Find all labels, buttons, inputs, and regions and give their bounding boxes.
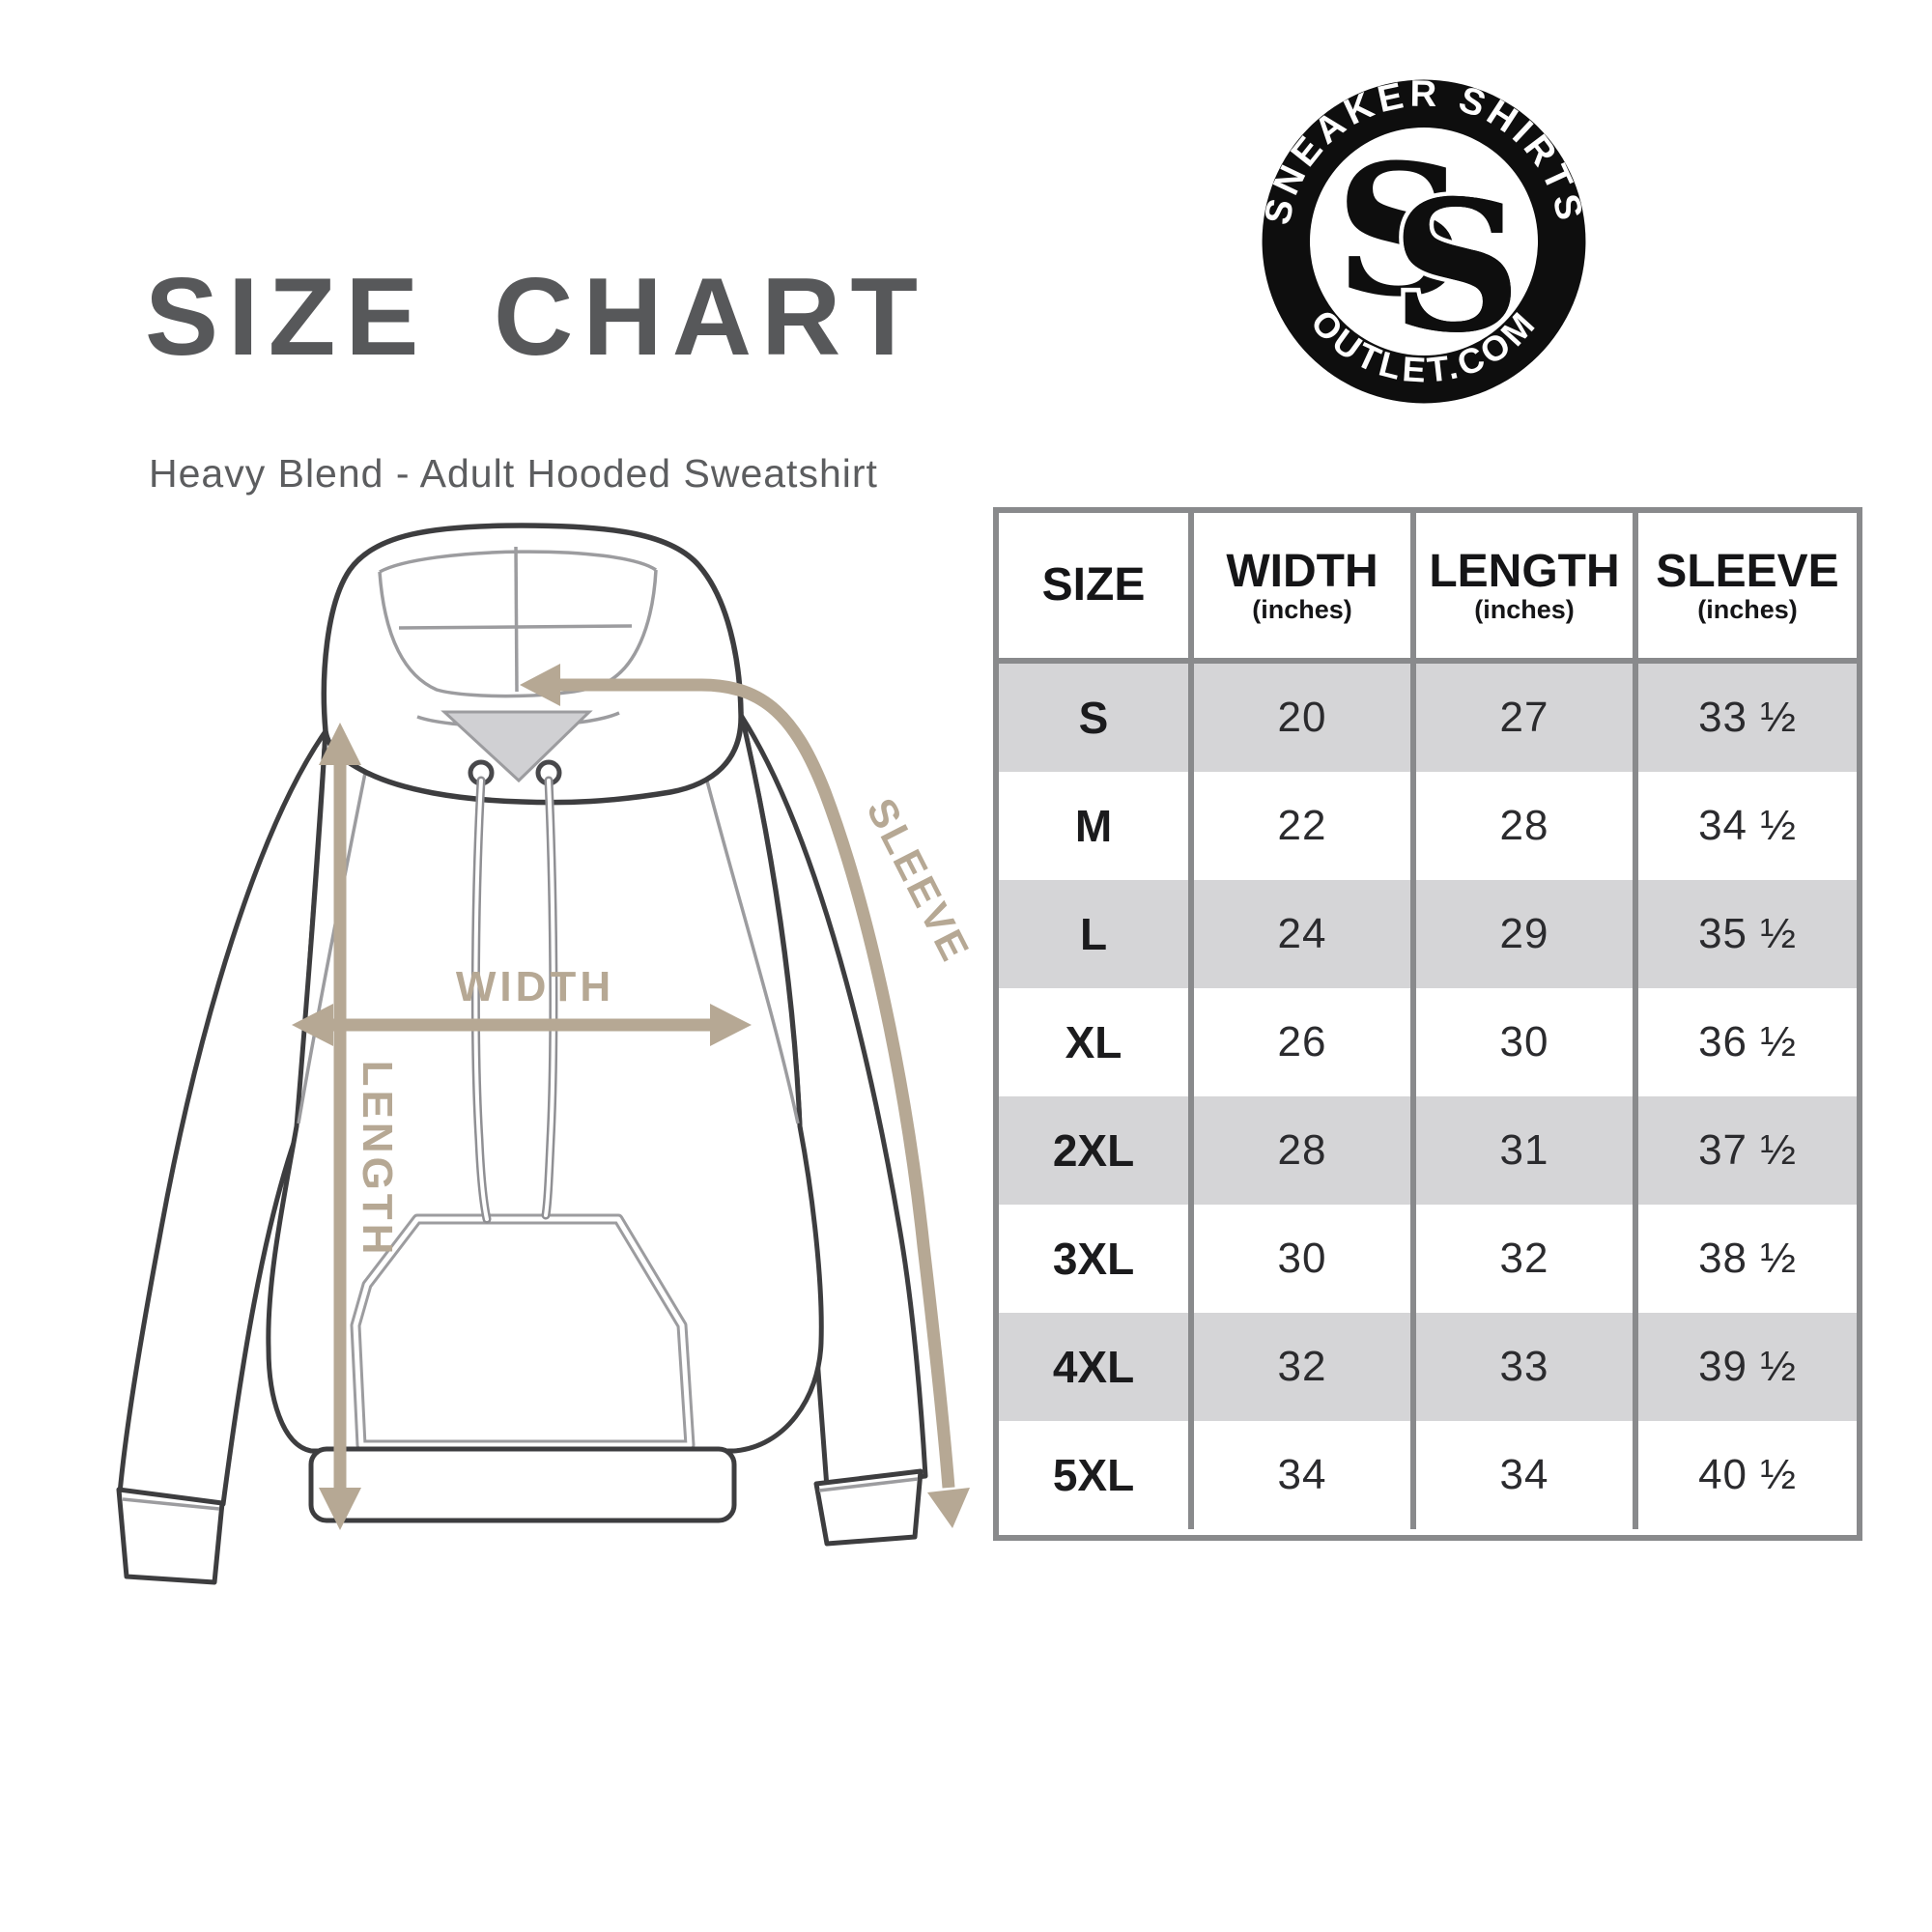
page-subtitle: Heavy Blend - Adult Hooded Sweatshirt xyxy=(149,451,878,496)
width-arrow xyxy=(292,1004,752,1046)
table-row-xl-size: XL xyxy=(999,988,1194,1096)
table-row-xl-sleeve: 36 ½ xyxy=(1698,1018,1797,1065)
logo-inner-disc xyxy=(1309,127,1539,356)
table-row-s-length: 27 xyxy=(1416,664,1638,772)
table-row-3xl-sleeve: 38 ½ xyxy=(1698,1235,1797,1282)
left-cuff-seam xyxy=(122,1497,220,1511)
hood-opening-line xyxy=(379,550,657,574)
sleeve-arrow xyxy=(520,664,970,1528)
hood xyxy=(321,523,744,806)
table-row-5xl-length: 34 xyxy=(1416,1421,1638,1529)
right-cuff-seam xyxy=(818,1477,919,1492)
table-row-2xl-length: 31 xyxy=(1416,1096,1638,1205)
col-header-width: WIDTH (inches) xyxy=(1194,513,1416,664)
drawcords xyxy=(470,776,558,1224)
kangaroo-pocket xyxy=(350,1213,696,1451)
table-row-m-width: 22 xyxy=(1194,772,1416,880)
table-row-3xl-length: 32 xyxy=(1416,1205,1638,1313)
table-row-s-width: 20 xyxy=(1194,664,1416,772)
table-row-l-sleeve: 35 ½ xyxy=(1638,880,1857,988)
table-row-m-length: 28 xyxy=(1416,772,1638,880)
table-row-l-length: 29 xyxy=(1416,880,1638,988)
page-title: SIZE CHART xyxy=(145,256,927,379)
table-row-2xl-size: 2XL xyxy=(999,1096,1194,1205)
table-row-4xl-size: 4XL xyxy=(999,1313,1194,1421)
table-row-m-size: M xyxy=(999,772,1194,880)
table-row-l-width: 24 xyxy=(1194,880,1416,988)
table-row-xl-width: 26 xyxy=(1194,988,1416,1096)
table-row-s-size: S xyxy=(999,664,1194,772)
table-row-3xl-size: 3XL xyxy=(999,1205,1194,1313)
table-row-m-sleeve: 34 ½ xyxy=(1698,802,1797,849)
hoodie-body xyxy=(266,714,824,1454)
col-header-sleeve: SLEEVE (inches) xyxy=(1638,513,1857,664)
table-row-2xl-width: 28 xyxy=(1194,1096,1416,1205)
table-row-xl-length: 30 xyxy=(1416,988,1638,1096)
table-row-5xl-sleeve: 40 ½ xyxy=(1698,1451,1797,1498)
width-label: WIDTH xyxy=(456,963,614,1010)
table-row-4xl-width: 32 xyxy=(1194,1313,1416,1421)
hood-inner-rim xyxy=(378,569,658,698)
col-header-length: LENGTH (inches) xyxy=(1416,513,1638,664)
table-row-3xl-width: 30 xyxy=(1194,1205,1416,1313)
table-row-s-sleeve: 33 ½ xyxy=(1638,664,1857,772)
hood-center-seam xyxy=(514,546,519,693)
svg-text:S: S xyxy=(1391,161,1521,373)
hoodie-diagram: WIDTH LENGTH SLEEVE xyxy=(116,523,980,1585)
size-table: SIZE WIDTH (inches) LENGTH (inches) SLEE… xyxy=(993,507,1862,1541)
length-arrow xyxy=(319,723,361,1530)
table-row-4xl-sleeve: 39 ½ xyxy=(1638,1313,1857,1421)
table-row-2xl-sleeve: 37 ½ xyxy=(1638,1096,1857,1205)
table-row-l-size: L xyxy=(999,880,1194,988)
chest-triangle xyxy=(440,710,593,783)
length-label: LENGTH xyxy=(354,1061,401,1259)
col-header-size: SIZE xyxy=(999,513,1194,664)
svg-text:S: S xyxy=(1391,161,1521,373)
hem-band xyxy=(308,1446,737,1523)
table-row-5xl-width: 34 xyxy=(1194,1421,1416,1529)
svg-text:S: S xyxy=(1335,126,1465,337)
left-cuff xyxy=(116,1487,225,1585)
brand-logo: SNEAKER SHIRTS OUTLET.COM S S S xyxy=(1257,73,1586,404)
table-row-4xl-length: 33 xyxy=(1416,1313,1638,1421)
table-row-5xl-size: 5XL xyxy=(999,1421,1194,1529)
logo-ss-monogram-icon: S S S xyxy=(1335,126,1526,378)
